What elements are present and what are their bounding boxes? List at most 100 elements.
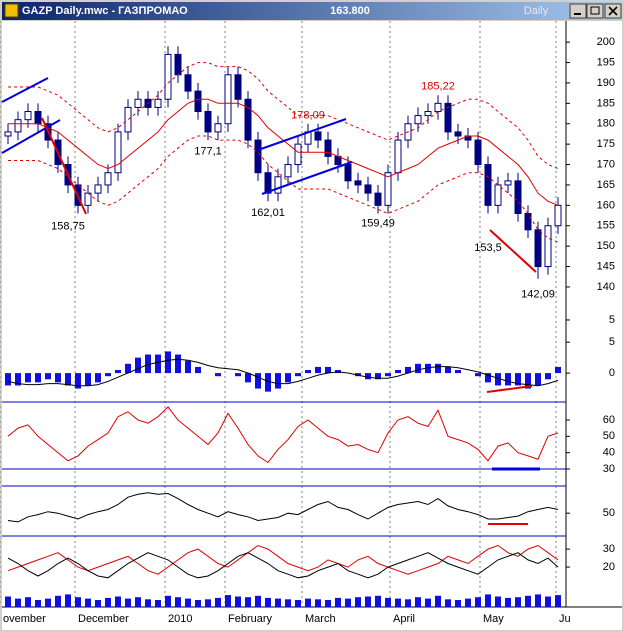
y-tick-label: 170 (597, 158, 615, 170)
bar (115, 596, 121, 607)
x-tick-label: February (228, 613, 273, 625)
bar (305, 598, 311, 607)
bar (535, 594, 541, 607)
bar (555, 595, 561, 607)
line (7, 552, 559, 579)
bar (255, 373, 261, 389)
candle-body (264, 172, 272, 194)
line (7, 492, 559, 523)
bar (505, 597, 511, 607)
bar (415, 597, 421, 607)
annotation: 153,5 (474, 242, 502, 254)
bar (425, 363, 431, 374)
bar (215, 597, 221, 607)
bar (325, 366, 331, 374)
bar (195, 366, 201, 374)
candle-body (474, 139, 482, 166)
y-tick-label: 160 (597, 199, 615, 211)
bar (235, 373, 241, 377)
bar (405, 366, 411, 374)
bar (285, 599, 291, 607)
y-tick-label: 200 (597, 36, 615, 48)
candle-body (294, 143, 302, 166)
bar (535, 373, 541, 386)
candle-body (524, 213, 532, 231)
candle-body (534, 229, 542, 268)
y-tick-label: 0 (609, 367, 615, 379)
bar (345, 598, 351, 607)
bar (545, 596, 551, 607)
candle-body (494, 184, 502, 206)
x-tick-label: December (78, 613, 129, 625)
trend-line (261, 161, 353, 195)
y-tick-label: 175 (597, 138, 615, 150)
bar (125, 598, 131, 607)
y-tick-label: 5 (609, 314, 615, 326)
bar (105, 373, 111, 377)
candle-body (84, 192, 92, 206)
y-tick-label: 180 (597, 118, 615, 130)
candle-body (164, 53, 172, 100)
bar (275, 598, 281, 607)
candle-body (364, 184, 372, 194)
bar (385, 597, 391, 607)
candle-body (424, 111, 432, 117)
candle-body (194, 90, 202, 113)
bar (45, 598, 51, 607)
bar (485, 594, 491, 607)
candle-body (454, 131, 462, 137)
x-tick-label: March (305, 613, 336, 625)
bar (375, 595, 381, 607)
candle-body (94, 184, 102, 194)
bar (155, 354, 161, 374)
bar (305, 370, 311, 374)
y-tick-label: 50 (603, 507, 615, 519)
title-bar (2, 2, 622, 20)
bar (455, 370, 461, 374)
candle-body (414, 115, 422, 125)
x-tick-label: ovember (3, 613, 46, 625)
minimize-button[interactable] (569, 3, 587, 19)
bar (5, 373, 11, 386)
bar (335, 597, 341, 607)
candle-body (154, 98, 162, 108)
bar (435, 363, 441, 374)
bar (545, 373, 551, 380)
bar (455, 600, 461, 607)
bar (325, 600, 331, 607)
y-tick-label: 190 (597, 77, 615, 89)
candle-body (174, 53, 182, 76)
bar (85, 373, 91, 386)
candle-body (434, 102, 442, 113)
maximize-button[interactable] (586, 3, 604, 19)
bar (475, 597, 481, 607)
bar (245, 373, 251, 383)
candle-body (344, 164, 352, 182)
bar (145, 354, 151, 374)
candle-body (544, 225, 552, 268)
candle-body (284, 164, 292, 178)
bar (255, 595, 261, 607)
bar (185, 360, 191, 374)
bar (115, 370, 121, 374)
bar (165, 351, 171, 374)
candle-body (444, 102, 452, 133)
bar (445, 366, 451, 374)
trend-line (41, 117, 87, 215)
trend-lines (1, 77, 540, 525)
bar (55, 373, 61, 383)
bar (405, 599, 411, 607)
bar (75, 373, 81, 389)
bar (5, 596, 11, 607)
bar (465, 598, 471, 607)
bar (155, 600, 161, 607)
annotation: 162,01 (251, 207, 285, 219)
bar (35, 600, 41, 607)
bar (245, 597, 251, 607)
trend-line (1, 77, 49, 103)
y-tick-label: 165 (597, 179, 615, 191)
bar (515, 373, 521, 386)
bar (45, 373, 51, 380)
bar (225, 595, 231, 607)
